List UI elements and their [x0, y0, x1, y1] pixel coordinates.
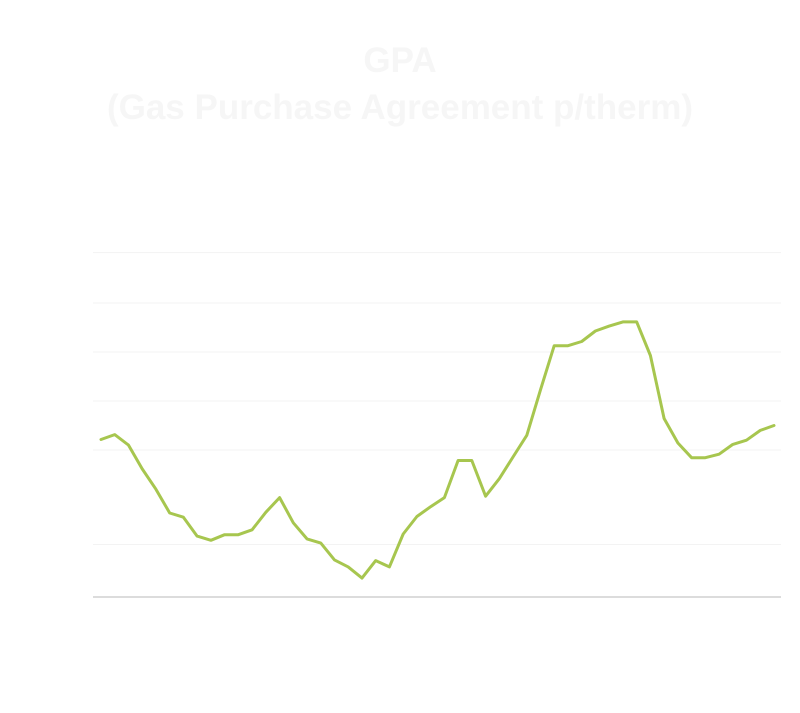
series-line	[99, 320, 776, 580]
series-layer	[99, 320, 776, 580]
gridlines	[93, 252, 781, 598]
chart-subtitle: (Gas Purchase Agreement p/therm)	[106, 88, 694, 127]
chart-title: GPA	[363, 41, 437, 80]
